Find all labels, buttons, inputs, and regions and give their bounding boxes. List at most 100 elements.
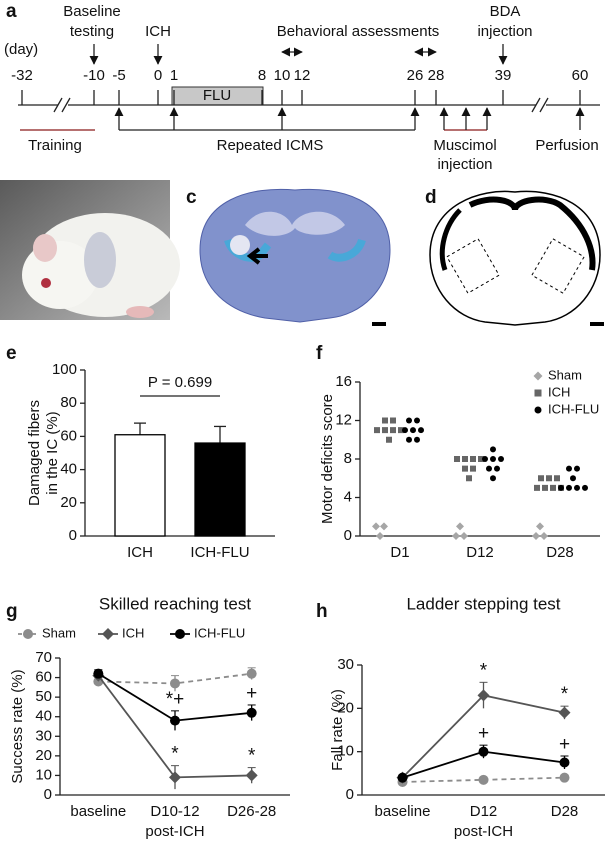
marker bbox=[478, 774, 489, 785]
marker bbox=[478, 746, 489, 757]
marker bbox=[414, 436, 420, 443]
legend-label: Sham bbox=[548, 367, 582, 382]
y-tick-label: 80 bbox=[60, 394, 77, 411]
y-tick-label: 0 bbox=[69, 527, 77, 544]
annotation: P = 0.699 bbox=[148, 374, 212, 391]
legend-label: ICH bbox=[548, 384, 570, 399]
bar bbox=[194, 442, 246, 537]
photo-rat bbox=[0, 180, 180, 320]
significance-label: *+ bbox=[166, 689, 185, 710]
event-label: Muscimol bbox=[433, 137, 496, 154]
chart-title: Ladder stepping test bbox=[406, 594, 560, 613]
brain-section-binary bbox=[429, 190, 604, 326]
axis-break bbox=[58, 98, 68, 112]
marker bbox=[477, 689, 490, 702]
marker bbox=[245, 769, 258, 782]
x-tick-label: ICH bbox=[127, 544, 153, 561]
marker bbox=[559, 772, 570, 783]
marker bbox=[397, 772, 408, 783]
legend-marker bbox=[534, 389, 542, 397]
day-label: 28 bbox=[428, 67, 445, 84]
marker bbox=[380, 522, 388, 531]
marker bbox=[540, 532, 548, 540]
marker bbox=[566, 465, 572, 472]
x-tick-label: D1 bbox=[390, 544, 409, 561]
x-tick-label: D28 bbox=[551, 803, 579, 820]
y-tick-label: 60 bbox=[60, 427, 77, 444]
significance-label: * bbox=[480, 660, 488, 681]
marker bbox=[534, 484, 540, 491]
marker bbox=[169, 771, 181, 784]
marker bbox=[376, 532, 384, 540]
marker bbox=[550, 484, 556, 491]
marker bbox=[402, 427, 408, 434]
y-tick-label: 40 bbox=[35, 708, 52, 725]
marker bbox=[470, 456, 476, 462]
x-tick-label: D28 bbox=[546, 544, 574, 561]
y-tick-label: 70 bbox=[35, 649, 52, 666]
marker bbox=[452, 532, 460, 540]
marker bbox=[478, 456, 484, 462]
panel-label: h bbox=[316, 601, 328, 622]
y-tick-label: 100 bbox=[52, 361, 77, 378]
marker bbox=[490, 446, 496, 453]
brain-section-stained bbox=[199, 188, 391, 326]
day-label: -10 bbox=[83, 67, 105, 84]
marker bbox=[418, 427, 424, 434]
marker bbox=[462, 465, 468, 472]
marker bbox=[406, 417, 412, 424]
significance-label: + bbox=[246, 683, 257, 704]
marker bbox=[374, 427, 380, 434]
marker bbox=[382, 417, 388, 424]
day-label: 60 bbox=[572, 67, 589, 84]
legend-marker bbox=[534, 406, 542, 414]
chart-title: Skilled reaching test bbox=[99, 594, 251, 613]
y-tick-label: 8 bbox=[344, 450, 352, 467]
marker bbox=[582, 484, 588, 491]
event-label: Perfusion bbox=[535, 137, 598, 154]
marker bbox=[398, 427, 404, 434]
marker bbox=[546, 475, 552, 482]
event-label: Behavioral assessments bbox=[277, 23, 440, 40]
x-tick-label: D10-12 bbox=[150, 803, 199, 820]
legend-marker bbox=[533, 371, 543, 381]
panel-label: a bbox=[6, 1, 17, 22]
y-tick-label: 10 bbox=[337, 743, 354, 760]
marker bbox=[538, 475, 544, 482]
marker bbox=[460, 532, 468, 540]
marker bbox=[170, 715, 180, 726]
significance-label: + bbox=[559, 734, 570, 755]
x-tick-label: D26-28 bbox=[227, 803, 276, 820]
marker bbox=[246, 707, 257, 718]
drug-label: FLU bbox=[203, 87, 231, 104]
y-tick-label: 12 bbox=[335, 411, 352, 428]
legend-label: Sham bbox=[42, 625, 76, 640]
y-tick-label: 0 bbox=[344, 527, 352, 544]
marker bbox=[558, 706, 571, 719]
marker bbox=[372, 522, 380, 531]
y-axis-label: Success rate (%) bbox=[9, 669, 26, 783]
marker bbox=[406, 436, 412, 443]
significance-label: * bbox=[561, 684, 569, 705]
y-tick-label: 10 bbox=[35, 766, 52, 783]
legend-marker bbox=[23, 629, 33, 639]
event-label: Repeated ICMS bbox=[217, 137, 324, 154]
x-tick-label: D12 bbox=[470, 803, 498, 820]
y-tick-label: 16 bbox=[335, 373, 352, 390]
y-tick-label: 20 bbox=[337, 699, 354, 716]
y-tick-label: 0 bbox=[44, 786, 52, 803]
marker bbox=[246, 668, 257, 679]
marker bbox=[494, 465, 500, 472]
marker bbox=[490, 456, 496, 462]
x-axis-label: post-ICH bbox=[145, 823, 204, 840]
panel-label: g bbox=[6, 601, 18, 622]
marker bbox=[558, 484, 564, 491]
marker bbox=[170, 678, 180, 689]
day-label: 39 bbox=[495, 67, 512, 84]
marker bbox=[574, 484, 580, 491]
y-axis-label: Damaged fibers bbox=[26, 400, 43, 506]
marker bbox=[414, 417, 420, 424]
panel-label: f bbox=[316, 343, 323, 364]
